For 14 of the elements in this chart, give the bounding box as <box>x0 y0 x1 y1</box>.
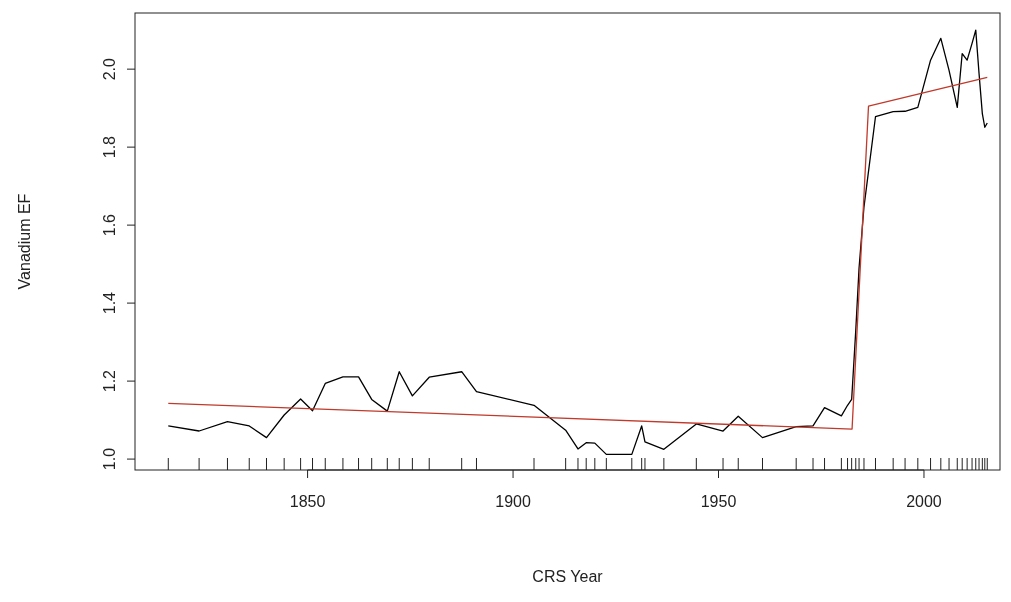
y-tick-label: 1.8 <box>101 135 118 159</box>
y-tick-label: 2.0 <box>101 57 118 81</box>
y-axis-title: Vanadium EF <box>16 193 33 290</box>
x-tick-label: 1850 <box>289 493 326 510</box>
x-tick-label: 1950 <box>700 493 737 510</box>
x-axis-title: CRS Year <box>532 568 604 585</box>
y-tick-label: 1.2 <box>101 369 118 393</box>
line-series <box>167 76 988 430</box>
y-tick-label: 1.0 <box>101 447 118 471</box>
line-series <box>167 29 988 456</box>
y-tick-label: 1.4 <box>101 291 118 315</box>
x-tick-label: 2000 <box>906 493 942 510</box>
x-tick-label: 1900 <box>495 493 531 510</box>
y-tick-label: 1.6 <box>101 213 118 237</box>
